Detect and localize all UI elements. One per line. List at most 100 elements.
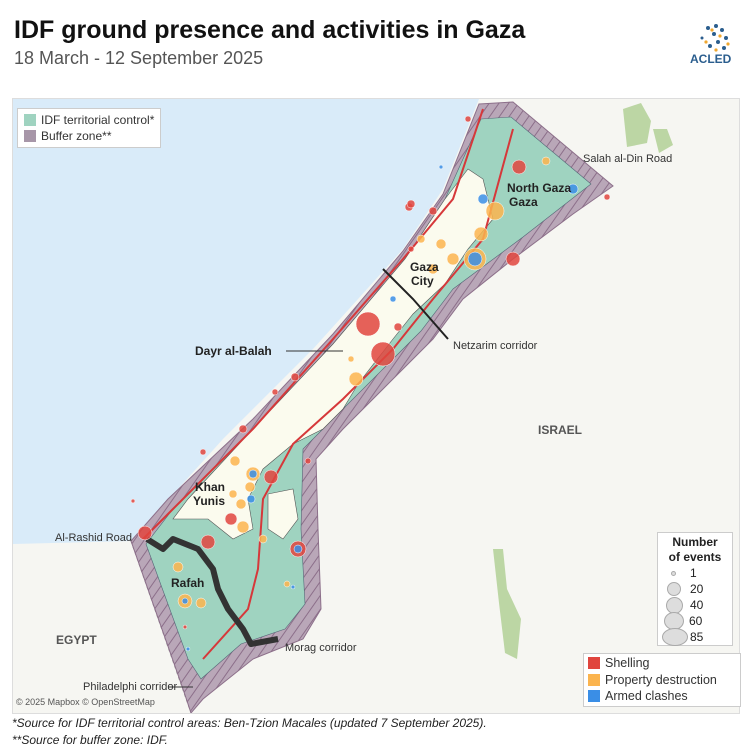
event-marker-shelling	[137, 525, 153, 541]
event-marker-property-destruction	[541, 156, 551, 166]
map[interactable]: Salah al-Din Road Netzarim corridor Al-R…	[12, 98, 740, 714]
area-legend: IDF territorial control* Buffer zone**	[17, 108, 162, 148]
event-marker-shelling	[271, 388, 279, 396]
legend-label: IDF territorial control*	[41, 113, 155, 127]
event-marker-property-destruction	[229, 455, 241, 467]
size-value: 1	[690, 566, 697, 580]
road-label-philadelphi: Philadelphi corridor	[83, 681, 177, 693]
event-marker-shelling	[290, 372, 300, 382]
size-value: 40	[690, 598, 704, 612]
size-row: 1	[658, 565, 732, 581]
title-line: Number	[672, 535, 718, 549]
legend-shelling: Shelling	[588, 655, 736, 672]
size-row: 40	[658, 596, 732, 614]
event-marker-shelling	[464, 115, 472, 123]
title-line: of events	[668, 550, 722, 564]
event-marker-shelling	[199, 448, 207, 456]
event-marker-shelling	[428, 206, 438, 216]
event-marker-property-destruction	[435, 238, 447, 250]
place-yunis: Yunis	[193, 494, 225, 508]
road-label-salah-al-din: Salah al-Din Road	[583, 153, 672, 165]
event-marker-shelling	[224, 512, 238, 526]
event-marker-shelling	[511, 159, 527, 175]
event-marker-armed-clashes	[467, 251, 483, 267]
size-row: 60	[658, 612, 732, 630]
legend-armed-clashes: Armed clashes	[588, 688, 736, 705]
shelling-swatch	[588, 657, 600, 669]
property-swatch	[588, 673, 600, 686]
uncontrolled-area-khan-yunis	[267, 488, 299, 540]
legend-property-destruction: Property destruction	[588, 672, 736, 689]
road-label-morag: Morag corridor	[285, 642, 357, 654]
event-marker-property-destruction	[195, 597, 207, 609]
sea	[13, 99, 479, 544]
event-marker-shelling	[238, 424, 248, 434]
place-north-gaza-2: Gaza	[509, 195, 538, 209]
event-marker-shelling	[263, 469, 279, 485]
event-markers	[130, 115, 611, 652]
footnote-2: **Source for buffer zone: IDF.	[12, 733, 168, 747]
size-circle	[667, 582, 681, 596]
size-legend: Number of events 1 20 40 60 85	[657, 532, 733, 646]
event-marker-shelling	[370, 341, 396, 367]
event-marker-property-destruction	[244, 481, 256, 493]
event-marker-shelling	[355, 311, 381, 337]
page-title: IDF ground presence and activities in Ga…	[14, 16, 526, 44]
place-rafah: Rafah	[171, 576, 204, 590]
page-subtitle: 18 March - 12 September 2025	[14, 48, 264, 68]
netzarim-corridor	[382, 268, 449, 340]
map-credit[interactable]: © 2025 Mapbox © OpenStreetMap	[16, 697, 155, 707]
buffer-swatch	[24, 130, 36, 142]
control-swatch	[24, 114, 36, 126]
event-marker-shelling	[200, 534, 216, 550]
size-circle	[671, 570, 676, 576]
road-label-al-rashid: Al-Rashid Road	[55, 532, 132, 544]
footnote-1: *Source for IDF territorial control area…	[12, 716, 487, 730]
acled-logo	[700, 24, 730, 52]
legend-label: Buffer zone**	[41, 129, 112, 143]
al-rashid-road	[142, 108, 484, 540]
size-value: 20	[690, 582, 704, 596]
size-row: 85	[658, 628, 732, 646]
event-marker-property-destruction	[347, 355, 355, 363]
event-marker-property-destruction	[235, 498, 247, 510]
event-marker-property-destruction	[416, 234, 426, 244]
event-marker-armed-clashes	[248, 469, 258, 479]
acled-logo-text: ACLED	[690, 52, 732, 66]
event-marker-armed-clashes	[185, 646, 191, 652]
event-marker-shelling	[407, 245, 415, 253]
legend-label: Armed clashes	[605, 689, 688, 703]
event-marker-property-destruction	[473, 226, 489, 242]
event-marker-property-destruction	[348, 371, 364, 387]
category-legend: Shelling Property destruction Armed clas…	[583, 653, 741, 707]
place-north-gaza: North Gaza	[507, 181, 571, 195]
place-khan: Khan	[195, 480, 225, 494]
event-marker-property-destruction	[446, 252, 460, 266]
size-circle	[666, 596, 683, 614]
country-egypt: EGYPT	[56, 633, 97, 647]
event-marker-shelling	[130, 498, 136, 504]
size-legend-title: Number of events	[658, 533, 732, 565]
size-value: 85	[690, 630, 704, 644]
clashes-swatch	[588, 690, 600, 702]
event-marker-armed-clashes	[246, 494, 256, 504]
event-marker-armed-clashes	[290, 584, 296, 590]
place-gaza: Gaza	[410, 260, 439, 274]
event-marker-armed-clashes	[181, 597, 189, 605]
event-marker-property-destruction	[228, 489, 238, 499]
event-marker-armed-clashes	[293, 544, 303, 554]
event-marker-property-destruction	[258, 534, 268, 544]
event-marker-property-destruction	[283, 580, 291, 588]
road-label-netzarim: Netzarim corridor	[453, 340, 538, 352]
place-gaza-city: City	[411, 274, 434, 288]
size-circle	[662, 628, 688, 646]
legend-buffer-zone: Buffer zone**	[24, 128, 154, 144]
legend-label: Shelling	[605, 656, 650, 670]
event-marker-property-destruction	[236, 520, 250, 534]
legend-label: Property destruction	[605, 672, 717, 687]
event-marker-property-destruction	[427, 263, 439, 275]
event-marker-shelling	[603, 193, 611, 201]
size-row: 20	[658, 581, 732, 597]
size-value: 60	[689, 614, 703, 628]
country-israel: ISRAEL	[538, 423, 582, 437]
